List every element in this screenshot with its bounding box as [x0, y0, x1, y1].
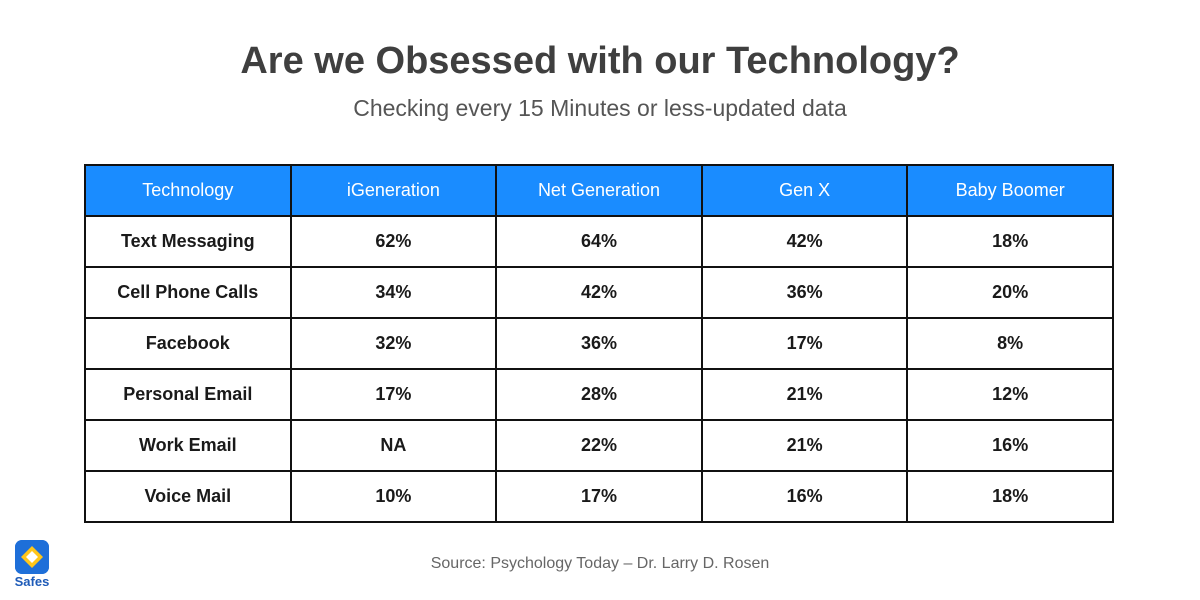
table-cell: 17% [700, 317, 909, 370]
table-cell: 28% [495, 368, 703, 421]
table-cell: 21% [700, 368, 909, 421]
table-body: Text Messaging 62% 64% 42% 18% Cell Phone Cal… [84, 215, 1114, 523]
table-row: Cell Phone Calls 34% 42% 36% 20% [84, 266, 1114, 319]
table-cell: 36% [495, 317, 703, 370]
table-cell: 42% [700, 215, 909, 268]
table-cell: 8% [906, 317, 1114, 370]
table-cell: 62% [289, 215, 498, 268]
table-cell: 22% [495, 419, 703, 472]
table-cell: 21% [700, 419, 909, 472]
column-header: iGeneration [289, 164, 498, 217]
table-cell: 16% [700, 470, 909, 523]
table-row: Work Email NA 22% 21% 16% [84, 419, 1114, 472]
column-header: Gen X [700, 164, 909, 217]
row-label: Text Messaging [84, 215, 292, 268]
table-cell: NA [289, 419, 498, 472]
table-cell: 32% [289, 317, 498, 370]
table-cell: 10% [289, 470, 498, 523]
table-cell: 17% [495, 470, 703, 523]
row-label: Personal Email [84, 368, 292, 421]
row-label: Cell Phone Calls [84, 266, 292, 319]
subtitle: Checking every 15 Minutes or less-update… [353, 95, 847, 121]
source: Source: Psychology Today – Dr. Larry D. … [430, 555, 770, 572]
row-label: Work Email [84, 419, 292, 472]
table-cell: 36% [700, 266, 909, 319]
logo-text: Safes [14, 574, 50, 589]
row-label: Voice Mail [84, 470, 292, 523]
table-row: Voice Mail 10% 17% 16% 18% [84, 470, 1114, 523]
logo-icon [15, 540, 49, 574]
column-header: Baby Boomer [906, 164, 1114, 217]
table-cell: 34% [289, 266, 498, 319]
table-cell: 42% [495, 266, 703, 319]
table-cell: 16% [906, 419, 1114, 472]
table-cell: 64% [495, 215, 703, 268]
header-row: Technology iGeneration Net Generation Gen X… [84, 164, 1114, 217]
table-cell: 18% [906, 470, 1114, 523]
table-row: Personal Email 17% 28% 21% 12% [84, 368, 1114, 421]
table-cell: 12% [906, 368, 1114, 421]
table-cell: 20% [906, 266, 1114, 319]
table-cell: 17% [289, 368, 498, 421]
row-label: Facebook [84, 317, 292, 370]
data-table: Technology iGeneration Net Generation Gen X… [84, 164, 1114, 523]
table-row: Text Messaging 62% 64% 42% 18% [84, 215, 1114, 268]
title: Are we Obsessed with our Technology? [240, 40, 960, 82]
table-row: Facebook 32% 36% 17% 8% [84, 317, 1114, 370]
column-header: Technology [84, 164, 292, 217]
column-header: Net Generation [495, 164, 703, 217]
table-cell: 18% [906, 215, 1114, 268]
